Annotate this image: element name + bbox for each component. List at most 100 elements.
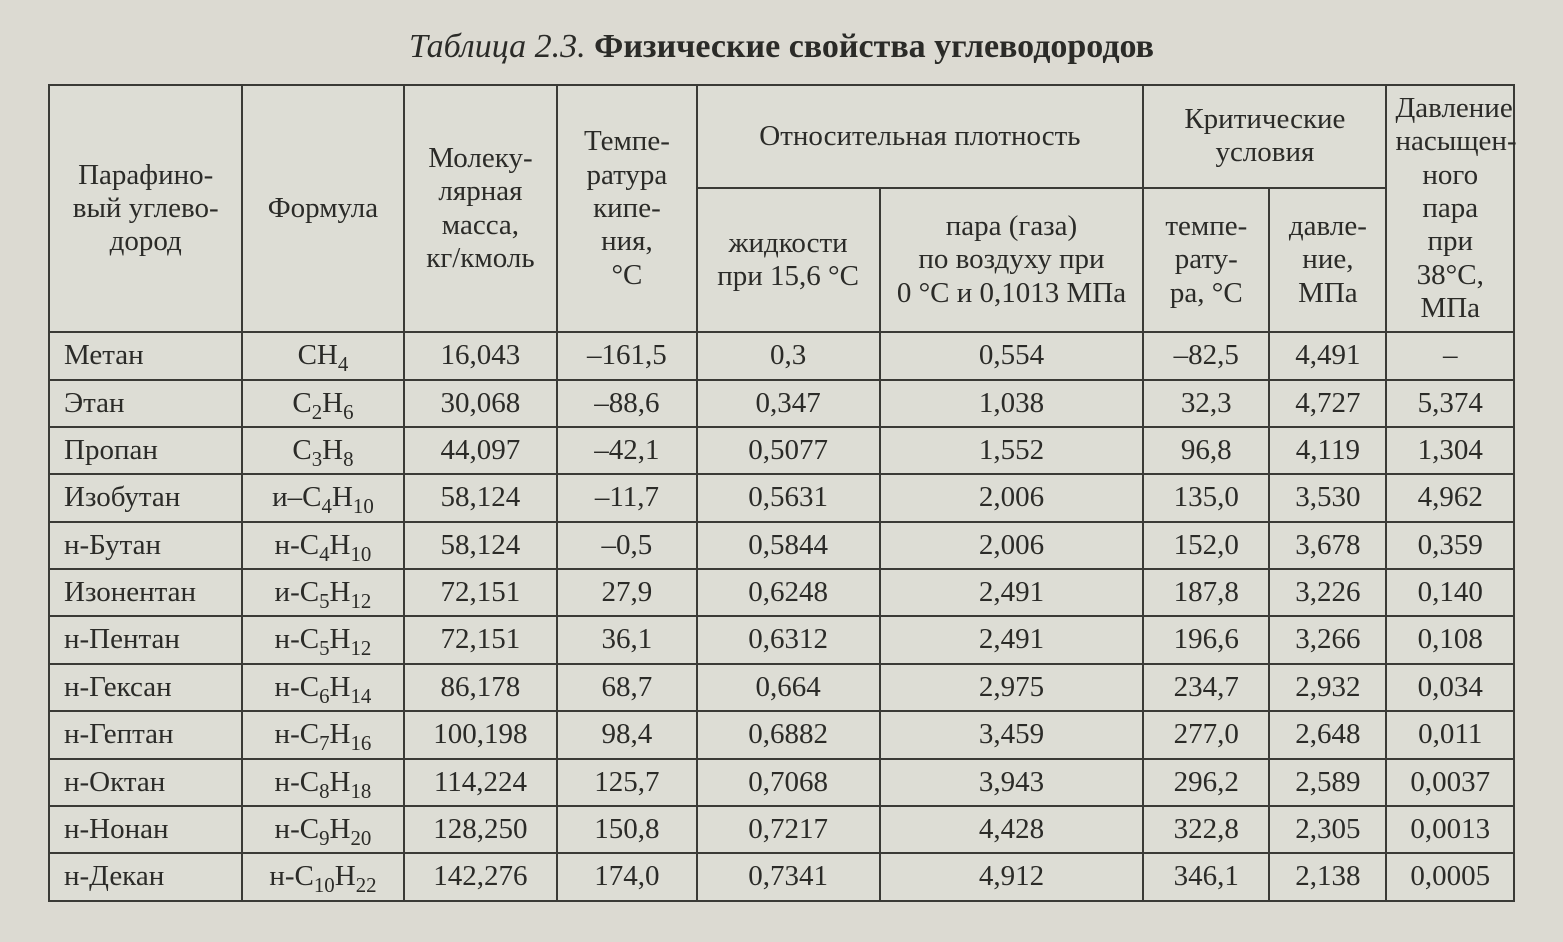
td-satpres: 0,140 xyxy=(1386,569,1514,616)
td-molmass: 58,124 xyxy=(404,474,558,521)
td-molmass: 142,276 xyxy=(404,853,558,900)
td-boil: 68,7 xyxy=(557,664,696,711)
td-crit-t: 96,8 xyxy=(1143,427,1269,474)
td-dens-gas: 4,912 xyxy=(880,853,1144,900)
td-crit-t: 187,8 xyxy=(1143,569,1269,616)
td-crit-t: 322,8 xyxy=(1143,806,1269,853)
table-body: МетанCH416,043–161,50,30,554–82,54,491–Э… xyxy=(49,332,1514,900)
td-name: н-Декан xyxy=(49,853,242,900)
td-crit-t: 277,0 xyxy=(1143,711,1269,758)
th-molmass: Молеку-лярнаямасса,кг/кмоль xyxy=(404,85,558,332)
td-crit-p: 2,648 xyxy=(1269,711,1386,758)
table-row: н-Гексанн-C6H1486,17868,70,6642,975234,7… xyxy=(49,664,1514,711)
td-crit-p: 3,226 xyxy=(1269,569,1386,616)
td-name: Пропан xyxy=(49,427,242,474)
td-boil: –0,5 xyxy=(557,522,696,569)
td-molmass: 58,124 xyxy=(404,522,558,569)
td-formula: C3H8 xyxy=(242,427,403,474)
td-boil: –42,1 xyxy=(557,427,696,474)
td-dens-gas: 2,491 xyxy=(880,616,1144,663)
td-boil: –11,7 xyxy=(557,474,696,521)
td-formula: н-C7H16 xyxy=(242,711,403,758)
td-crit-p: 2,305 xyxy=(1269,806,1386,853)
td-satpres: 0,0005 xyxy=(1386,853,1514,900)
th-formula: Формула xyxy=(242,85,403,332)
td-dens-gas: 1,552 xyxy=(880,427,1144,474)
td-crit-p: 2,589 xyxy=(1269,759,1386,806)
table-row: н-Октанн-C8H18114,224125,70,70683,943296… xyxy=(49,759,1514,806)
td-crit-t: 135,0 xyxy=(1143,474,1269,521)
td-name: н-Бутан xyxy=(49,522,242,569)
td-name: н-Октан xyxy=(49,759,242,806)
td-dens-gas: 4,428 xyxy=(880,806,1144,853)
td-dens-liq: 0,6882 xyxy=(697,711,880,758)
td-boil: 27,9 xyxy=(557,569,696,616)
td-dens-liq: 0,3 xyxy=(697,332,880,379)
header-row-1: Парафино-вый углево-дород Формула Молеку… xyxy=(49,85,1514,188)
td-crit-p: 3,678 xyxy=(1269,522,1386,569)
td-formula: н-C5H12 xyxy=(242,616,403,663)
td-dens-gas: 0,554 xyxy=(880,332,1144,379)
td-satpres: 0,108 xyxy=(1386,616,1514,663)
td-dens-liq: 0,6312 xyxy=(697,616,880,663)
table-row: ПропанC3H844,097–42,10,50771,55296,84,11… xyxy=(49,427,1514,474)
td-dens-gas: 1,038 xyxy=(880,380,1144,427)
td-formula: и-C5H12 xyxy=(242,569,403,616)
td-crit-p: 3,266 xyxy=(1269,616,1386,663)
th-name: Парафино-вый углево-дород xyxy=(49,85,242,332)
td-boil: –88,6 xyxy=(557,380,696,427)
td-crit-p: 2,932 xyxy=(1269,664,1386,711)
table-row: н-Гептанн-C7H16100,19898,40,68823,459277… xyxy=(49,711,1514,758)
td-name: н-Пентан xyxy=(49,616,242,663)
th-reldens-liq: жидкостипри 15,6 °C xyxy=(697,188,880,333)
td-molmass: 72,151 xyxy=(404,569,558,616)
hydrocarbon-table: Парафино-вый углево-дород Формула Молеку… xyxy=(48,84,1515,902)
th-crit: Критическиеусловия xyxy=(1143,85,1386,188)
td-molmass: 86,178 xyxy=(404,664,558,711)
td-boil: 174,0 xyxy=(557,853,696,900)
td-crit-t: 346,1 xyxy=(1143,853,1269,900)
td-dens-liq: 0,347 xyxy=(697,380,880,427)
td-formula: н-C4H10 xyxy=(242,522,403,569)
table-row: н-Нонанн-C9H20128,250150,80,72174,428322… xyxy=(49,806,1514,853)
td-satpres: 1,304 xyxy=(1386,427,1514,474)
td-name: н-Нонан xyxy=(49,806,242,853)
caption-title: Физические свойства углеводородов xyxy=(594,28,1154,65)
td-name: Изонентан xyxy=(49,569,242,616)
th-satpres: Давлениенасыщен-ного парапри 38°C,МПа xyxy=(1386,85,1514,332)
table-row: МетанCH416,043–161,50,30,554–82,54,491– xyxy=(49,332,1514,379)
td-molmass: 16,043 xyxy=(404,332,558,379)
td-molmass: 100,198 xyxy=(404,711,558,758)
th-reldens-gas: пара (газа)по воздуху при0 °C и 0,1013 М… xyxy=(880,188,1144,333)
td-dens-gas: 3,943 xyxy=(880,759,1144,806)
td-crit-p: 4,727 xyxy=(1269,380,1386,427)
td-name: Изобутан xyxy=(49,474,242,521)
td-crit-t: 152,0 xyxy=(1143,522,1269,569)
td-satpres: 4,962 xyxy=(1386,474,1514,521)
table-row: Изобутани–C4H1058,124–11,70,56312,006135… xyxy=(49,474,1514,521)
td-formula: н-C6H14 xyxy=(242,664,403,711)
th-boil: Темпе-ратуракипе-ния,°C xyxy=(557,85,696,332)
td-crit-p: 2,138 xyxy=(1269,853,1386,900)
td-satpres: 0,0013 xyxy=(1386,806,1514,853)
td-dens-gas: 2,006 xyxy=(880,522,1144,569)
td-dens-gas: 2,975 xyxy=(880,664,1144,711)
td-formula: C2H6 xyxy=(242,380,403,427)
table-head: Парафино-вый углево-дород Формула Молеку… xyxy=(49,85,1514,332)
td-dens-liq: 0,664 xyxy=(697,664,880,711)
table-row: н-Бутанн-C4H1058,124–0,50,58442,006152,0… xyxy=(49,522,1514,569)
td-formula: н-C9H20 xyxy=(242,806,403,853)
td-boil: 150,8 xyxy=(557,806,696,853)
td-crit-p: 4,491 xyxy=(1269,332,1386,379)
td-dens-liq: 0,7068 xyxy=(697,759,880,806)
table-row: н-Пентанн-C5H1272,15136,10,63122,491196,… xyxy=(49,616,1514,663)
td-crit-p: 4,119 xyxy=(1269,427,1386,474)
td-name: Этан xyxy=(49,380,242,427)
td-formula: н-C8H18 xyxy=(242,759,403,806)
td-crit-t: 296,2 xyxy=(1143,759,1269,806)
td-satpres: 0,0037 xyxy=(1386,759,1514,806)
td-dens-liq: 0,5844 xyxy=(697,522,880,569)
td-dens-liq: 0,6248 xyxy=(697,569,880,616)
td-boil: 98,4 xyxy=(557,711,696,758)
td-molmass: 114,224 xyxy=(404,759,558,806)
